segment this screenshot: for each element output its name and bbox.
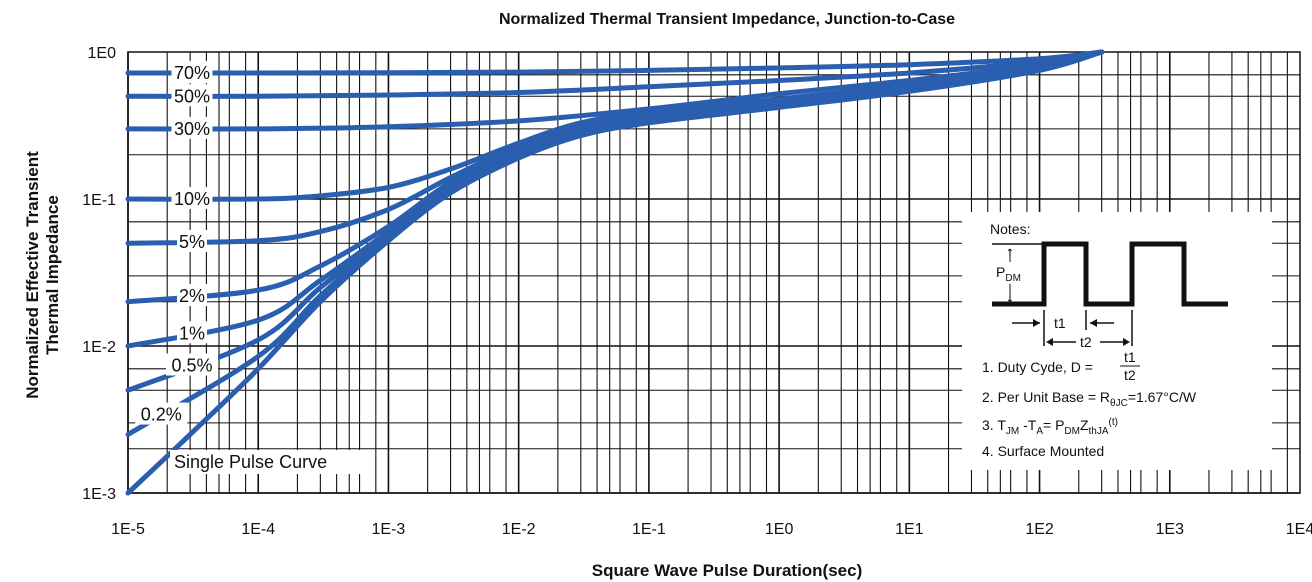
x-tick-label: 1E4 — [1286, 521, 1312, 538]
series-label-text: 50% — [174, 86, 210, 106]
pdm-arrow-up: ↑ — [1006, 248, 1014, 259]
series-label-bg — [176, 284, 207, 307]
note-1: 1. Duty Cyde, D = — [982, 359, 1093, 375]
single-pulse-label: Single Pulse Curve — [170, 450, 362, 474]
series-label-text: 1% — [179, 323, 205, 343]
pdm-label: PDM — [996, 264, 1021, 284]
series-curve-9 — [125, 49, 1105, 496]
series-label-text: 30% — [174, 119, 210, 139]
series-label-bg — [171, 116, 213, 139]
note-1-numerator: t1 — [1124, 349, 1136, 365]
series-curve-1 — [125, 49, 1105, 99]
series-label-0: 70% — [171, 60, 213, 83]
series-label-text: 2% — [179, 286, 205, 306]
notes-header: Notes: — [990, 221, 1030, 237]
y-tick-label: 1E0 — [88, 45, 117, 62]
single-pulse-label-text: Single Pulse Curve — [174, 452, 327, 472]
note-1-denominator: t2 — [1124, 367, 1136, 383]
x-axis-label: Square Wave Pulse Duration(sec) — [592, 561, 863, 580]
x-tick-label: 1E-5 — [111, 521, 145, 538]
x-tick-labels: 1E-5 1E-4 1E-3 1E-2 1E-1 1E0 1E1 1E2 1E3 1E4 — [111, 521, 1312, 538]
series-label-bg — [176, 321, 207, 344]
series-label-7: 0.5% — [165, 353, 218, 376]
y-tick-label: 1E-3 — [82, 486, 116, 503]
series-label-text: 0.2% — [141, 405, 182, 425]
note-2: 2. Per Unit Base = RθJC=1.67°C/W — [982, 389, 1197, 409]
y-tick-labels: 1E0 1E-1 1E-2 1E-3 — [82, 45, 116, 503]
notes-background — [962, 212, 1272, 470]
y-axis-label: Normalized Effective Transient Thermal I… — [23, 151, 62, 399]
series-label-bg — [171, 60, 213, 83]
series-curve-0 — [125, 49, 1105, 76]
curves — [125, 49, 1105, 496]
series-label-bg — [171, 187, 213, 209]
t2-arrow-left-head — [1046, 338, 1053, 346]
x-tick-label: 1E1 — [895, 521, 924, 538]
y-tick-label: 1E-2 — [82, 339, 116, 356]
series-label-5: 2% — [176, 284, 207, 307]
series-label-4: 5% — [176, 230, 207, 253]
series-label-8: 0.2% — [135, 402, 188, 425]
note-4: 4. Surface Mounted — [982, 443, 1104, 459]
series-curve-7 — [125, 49, 1105, 393]
series-label-bg — [171, 84, 213, 107]
series-curve-2 — [125, 49, 1105, 132]
chart-title: Normalized Thermal Transient Impedance, … — [499, 11, 955, 28]
y-axis-label-line2: Thermal Impedance — [43, 195, 62, 355]
series-label-2: 30% — [171, 116, 213, 139]
y-tick-label: 1E-1 — [82, 192, 116, 209]
t2-label: t2 — [1080, 334, 1092, 350]
notes-box: Notes: ↑ ↓ PDM t1 t2 1. Duty Cyde, D = t… — [962, 212, 1272, 470]
pdm-arrow-down: ↓ — [1006, 294, 1014, 305]
pulse-waveform — [992, 241, 1228, 307]
x-tick-label: 1E3 — [1156, 521, 1185, 538]
x-tick-label: 1E-4 — [241, 521, 275, 538]
x-tick-label: 1E-3 — [372, 521, 406, 538]
pdm-label-bg — [994, 262, 1032, 284]
x-tick-label: 1E0 — [765, 521, 794, 538]
series-label-bg — [135, 402, 188, 425]
x-tick-label: 1E-2 — [502, 521, 536, 538]
y-axis-label-line1: Normalized Effective Transient — [23, 151, 42, 399]
series-label-text: 5% — [179, 232, 205, 252]
series-label-text: 10% — [174, 189, 210, 209]
series-label-3: 10% — [171, 187, 213, 209]
series-labels: 70% 50% 30% 10% 5% 2% 1% 0.5% 0.2% Single Pulse C… — [135, 60, 362, 474]
series-label-6: 1% — [176, 321, 207, 344]
series-label-1: 50% — [171, 84, 213, 107]
series-label-bg — [176, 230, 207, 253]
series-label-text: 70% — [174, 63, 210, 83]
t1-arrow-right-head — [1090, 319, 1097, 327]
t1-label: t1 — [1054, 315, 1066, 331]
x-tick-label: 1E2 — [1025, 521, 1054, 538]
single-pulse-label-bg — [170, 450, 362, 474]
note-3: 3. TJM -TA= PDMZthJA(t) — [982, 417, 1118, 437]
x-tick-label: 1E-1 — [632, 521, 666, 538]
series-label-text: 0.5% — [171, 356, 212, 376]
series-label-bg — [165, 353, 218, 376]
t2-arrow-right-head — [1123, 338, 1130, 346]
t1-arrow-left-head — [1033, 319, 1040, 327]
